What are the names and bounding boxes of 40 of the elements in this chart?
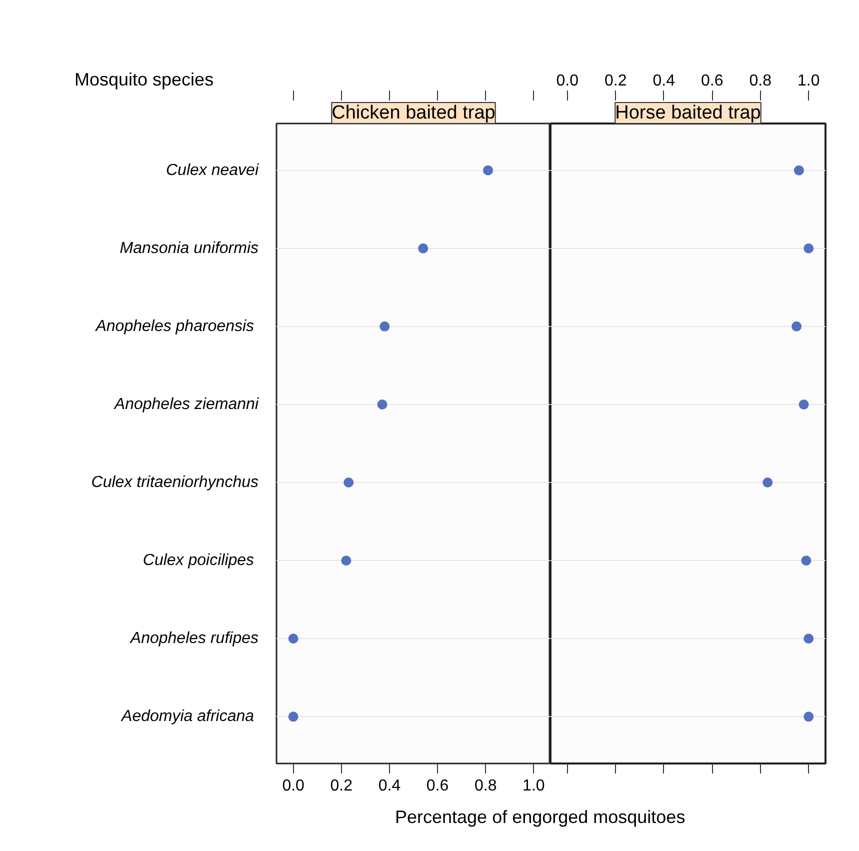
y-tick-label: Culex tritaeniorhynchus [91,474,259,492]
point [288,634,298,644]
point [377,399,388,410]
point [418,243,428,254]
y-axis-title: Mosquito species [74,70,214,90]
x-tick-label: 1.0 [522,778,545,794]
y-tick-label: Mansonia uniformis [120,240,259,257]
point [794,165,804,176]
x-tick-label: 0.2 [330,778,353,794]
x-axis-title: Percentage of engorged mosquitoes [395,806,686,829]
point [804,634,814,644]
point [792,321,802,332]
point [804,243,814,254]
x2-tick-label: 0.6 [701,72,724,90]
chart-title: Horse baited trap [615,102,761,124]
x2-tick-label: 0.2 [604,72,627,90]
x-tick-label: 0.4 [378,778,401,794]
x2-tick-label: 0.4 [652,72,676,90]
y-tick-label: Culex poicilipes [142,552,254,570]
y-tick-label: Aedomyia africana [120,708,254,726]
point [798,399,809,410]
chart-title: Chicken baited trap [332,102,496,124]
y-tick-label: Anopheles rufipes [129,630,259,648]
x-tick-label: 0.6 [426,778,449,794]
point [762,478,773,488]
y-tick-label: Anopheles ziemanni [113,396,259,413]
x-tick-label: 0.8 [474,778,497,794]
x2-tick-label: 0.0 [556,72,579,90]
point [288,712,298,722]
point [804,712,814,722]
x2-tick-label: 1.0 [797,72,820,90]
x-tick-label: 0.0 [282,778,305,794]
x2-tick-label: 0.8 [749,72,772,90]
y-tick-label: Culex neavei [166,162,259,179]
point [801,556,812,566]
point [341,556,352,566]
point [344,478,354,488]
point [483,165,494,176]
point [380,321,390,332]
y-tick-label: Anopheles pharoensis [94,318,254,335]
